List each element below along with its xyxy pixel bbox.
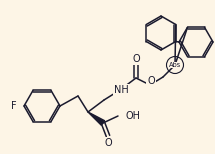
Text: O: O: [104, 138, 112, 148]
Text: OH: OH: [126, 111, 141, 121]
Text: O: O: [147, 76, 155, 86]
Text: Abs: Abs: [169, 62, 181, 68]
Text: O: O: [132, 54, 140, 64]
Text: F: F: [11, 101, 17, 111]
Polygon shape: [88, 112, 105, 125]
Text: NH: NH: [114, 85, 128, 95]
